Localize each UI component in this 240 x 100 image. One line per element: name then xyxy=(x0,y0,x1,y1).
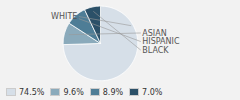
html-text:74.5%: 74.5% xyxy=(19,87,45,97)
svg-text:HISPANIC: HISPANIC xyxy=(142,37,180,47)
html-text:9.6%: 9.6% xyxy=(63,87,84,97)
html-text:7.0%: 7.0% xyxy=(142,87,163,97)
svg-text:ASIAN: ASIAN xyxy=(142,28,167,38)
svg-text:BLACK: BLACK xyxy=(142,46,169,55)
html-text:8.9%: 8.9% xyxy=(102,87,124,97)
svg-text:WHITE: WHITE xyxy=(51,12,77,21)
